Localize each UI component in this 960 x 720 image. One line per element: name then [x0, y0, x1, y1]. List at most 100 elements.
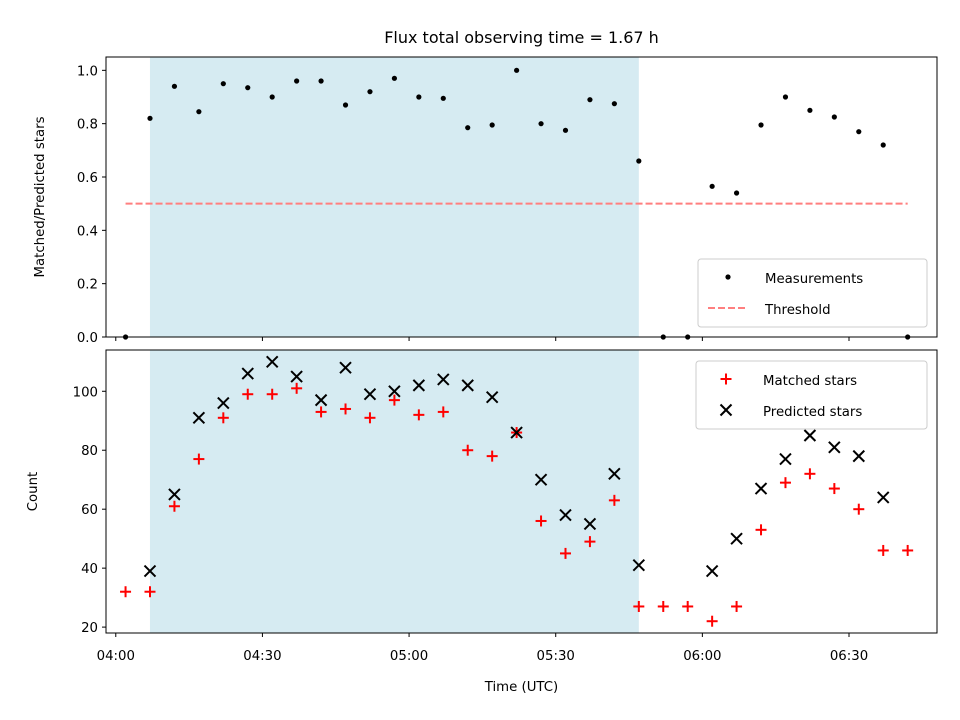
predicted-star-point-b: [192, 411, 206, 425]
matched-star-point: [706, 615, 718, 627]
predicted-star-point: [192, 411, 206, 425]
top-y-axis-label: Matched/Predicted stars: [33, 116, 48, 277]
predicted-star-point-b: [803, 429, 817, 442]
top-legend-box: [697, 258, 928, 328]
matched-star-point: [242, 388, 254, 400]
measurement-point: [196, 109, 202, 115]
predicted-star-point: [852, 449, 865, 463]
bottom-xtick-label: 05:00: [390, 649, 428, 664]
measurement-point: [318, 78, 324, 84]
legend-label-measurements: Measurements: [765, 272, 863, 287]
predicted-star-point-b: [168, 488, 181, 501]
predicted-star-point: [388, 385, 401, 398]
bottom-y-axis-label: Count: [26, 472, 41, 512]
bottom-xtick-label: 06:00: [683, 649, 721, 664]
bottom-xtick-label: 04:00: [97, 649, 135, 664]
top-plot-frame: [105, 56, 938, 338]
legend-plus: [720, 373, 732, 385]
bottom-xtick-label: 05:30: [537, 649, 575, 664]
chart-title: Flux total observing time = 1.67 h: [384, 28, 659, 47]
matched-star-point: [902, 544, 914, 556]
top-legend: Measurements Threshold: [697, 258, 928, 328]
bottom-x-ticks: 04:00 04:30 05:00 05:30 06:00 06:30: [97, 633, 868, 664]
matched-star-point: [755, 524, 767, 536]
matched-star-point: [291, 382, 303, 394]
predicted-star-point-b: [852, 449, 865, 463]
top-ytick-label: 0.4: [77, 224, 98, 239]
predicted-star-point: [877, 491, 890, 504]
matched-star-point: [486, 450, 498, 462]
matched-star-point: [682, 600, 694, 612]
top-ytick-label: 0.8: [77, 118, 98, 133]
bottom-ytick-label: 80: [81, 444, 98, 459]
matched-star-point: [731, 600, 743, 612]
bottom-panel: 20 40 60 80 100 04:00 04:30 05:00 05:30 06:00 06:…: [26, 349, 938, 695]
bottom-xtick-label: 06:30: [830, 649, 868, 664]
matched-star-point: [413, 409, 425, 421]
predicted-star-point: [705, 564, 719, 578]
measurement-point: [856, 129, 862, 135]
predicted-star-point-b: [437, 373, 450, 386]
matched-star-point: [559, 547, 571, 559]
top-ytick-label: 0.2: [77, 278, 98, 293]
matched-star-point: [657, 600, 669, 612]
predicted-star-point-b: [705, 564, 719, 578]
measurement-point: [880, 142, 886, 148]
predicted-star-point-b: [412, 379, 426, 392]
predicted-star-point: [510, 426, 523, 439]
matched-star-point: [144, 586, 156, 598]
measurement-point: [489, 122, 495, 128]
measurement-point: [538, 121, 544, 127]
measurement-point: [171, 83, 178, 89]
predicted-star-point-b: [828, 441, 841, 454]
legend-marker-matched-stars: [720, 373, 732, 385]
predicted-star-point: [168, 488, 181, 501]
predicted-star-point-b: [461, 379, 474, 392]
top-ytick-label: 1.0: [77, 64, 98, 79]
measurement-point: [391, 75, 398, 81]
predicted-star-point: [485, 390, 499, 404]
measurement-point: [782, 94, 789, 100]
predicted-star-point: [828, 441, 841, 454]
bottom-plot-frame: [105, 349, 938, 634]
predicted-star-point: [241, 367, 254, 380]
predicted-star-point-b: [290, 370, 303, 383]
matched-star-point: [804, 468, 816, 480]
x-axis-label: Time (UTC): [484, 680, 559, 695]
predicted-star-point-b: [143, 564, 157, 578]
measurement-point: [514, 67, 520, 73]
measurement-point: [807, 107, 813, 113]
predicted-star-point-b: [265, 355, 279, 368]
legend-label-matched-stars: Matched stars: [763, 374, 857, 389]
predicted-star-point-b: [241, 367, 254, 380]
bottom-ytick-label: 40: [81, 562, 98, 577]
matched-star-point: [168, 500, 180, 512]
predicted-star-point-b: [608, 467, 621, 481]
predicted-star-point-b: [754, 482, 768, 495]
measurement-point: [562, 127, 569, 133]
matched-star-point: [315, 406, 327, 418]
predicted-star-point: [534, 473, 548, 486]
predicted-star-point: [730, 532, 743, 545]
bottom-ytick-label: 20: [81, 621, 98, 636]
measurement-point: [831, 114, 837, 120]
top-panel: Flux total observing time = 1.67 h 0.00.…: [33, 28, 938, 346]
predicted-star-point: [608, 467, 621, 481]
matched-star-point: [462, 444, 474, 456]
bottom-ytick-label: 60: [81, 503, 98, 518]
observing-interval-shade-top: [149, 57, 639, 337]
predicted-star-point-b: [314, 393, 328, 407]
predicted-star-point: [437, 373, 450, 386]
predicted-star-point-b: [730, 532, 743, 545]
predicted-star-point-b: [583, 517, 597, 531]
bottom-legend-box: [695, 360, 928, 430]
legend-marker-predicted-stars: [719, 403, 733, 417]
predicted-star-point: [779, 452, 792, 466]
bottom-ytick-label: 100: [73, 385, 98, 400]
legend-label-predicted-stars: Predicted stars: [763, 405, 862, 420]
measurement-point: [440, 95, 446, 101]
matched-star-point: [779, 477, 791, 489]
predicted-star-point-b: [779, 452, 792, 466]
predicted-star-point: [461, 379, 474, 392]
